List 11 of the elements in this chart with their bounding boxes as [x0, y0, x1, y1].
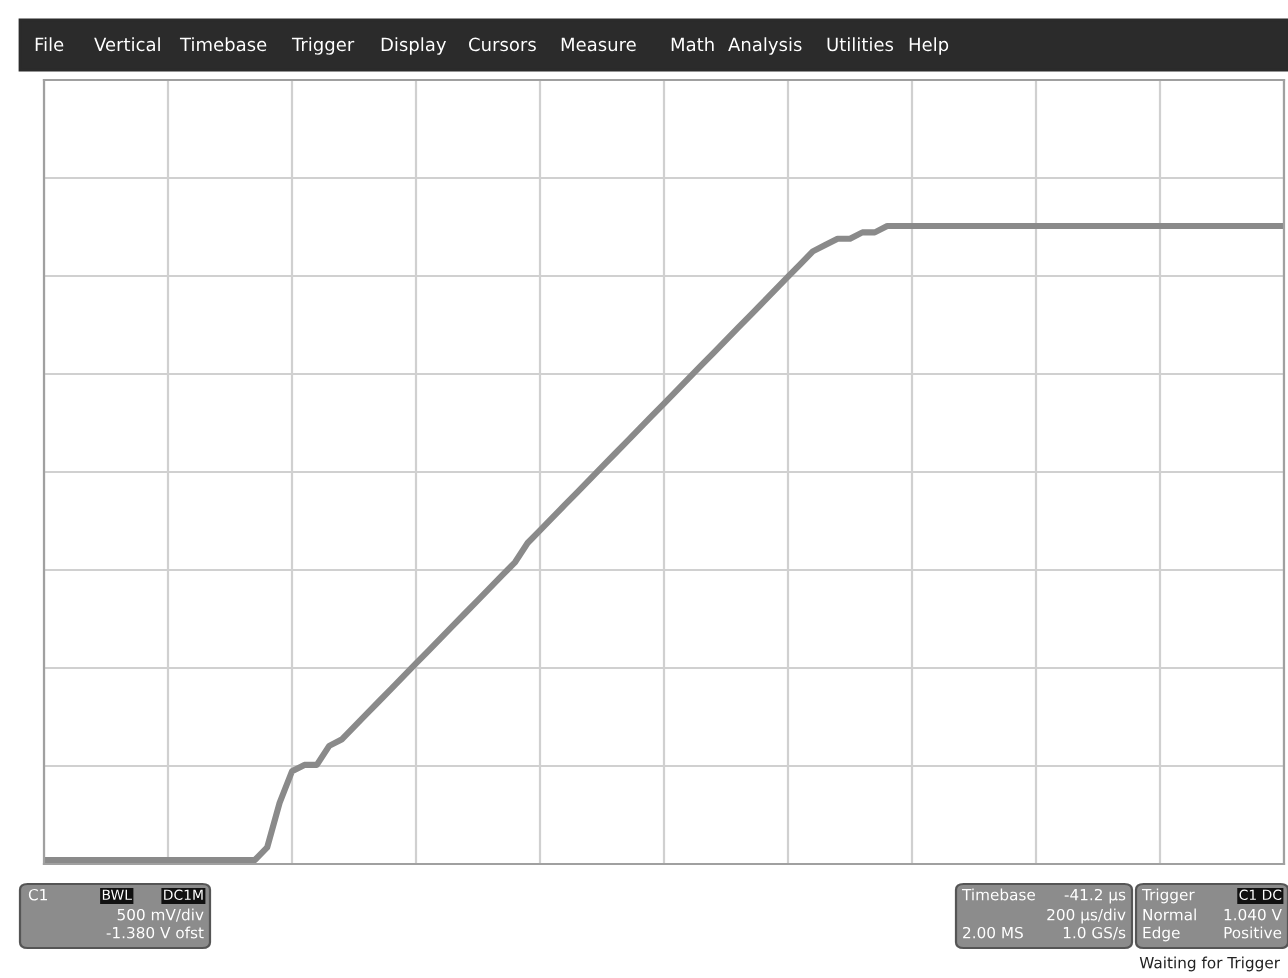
text: Display: [381, 37, 447, 55]
text: File: [35, 37, 64, 52]
text: Cursors: [469, 37, 536, 52]
text: Utilities: [827, 37, 894, 52]
text: Math: [671, 37, 714, 52]
text: Measure: [561, 37, 636, 52]
text: Vertical: [94, 37, 160, 52]
text: Trigger: [291, 37, 355, 55]
text: Analysis: [728, 37, 802, 55]
text: Help: [909, 37, 949, 55]
text: Timebase: [179, 37, 267, 52]
